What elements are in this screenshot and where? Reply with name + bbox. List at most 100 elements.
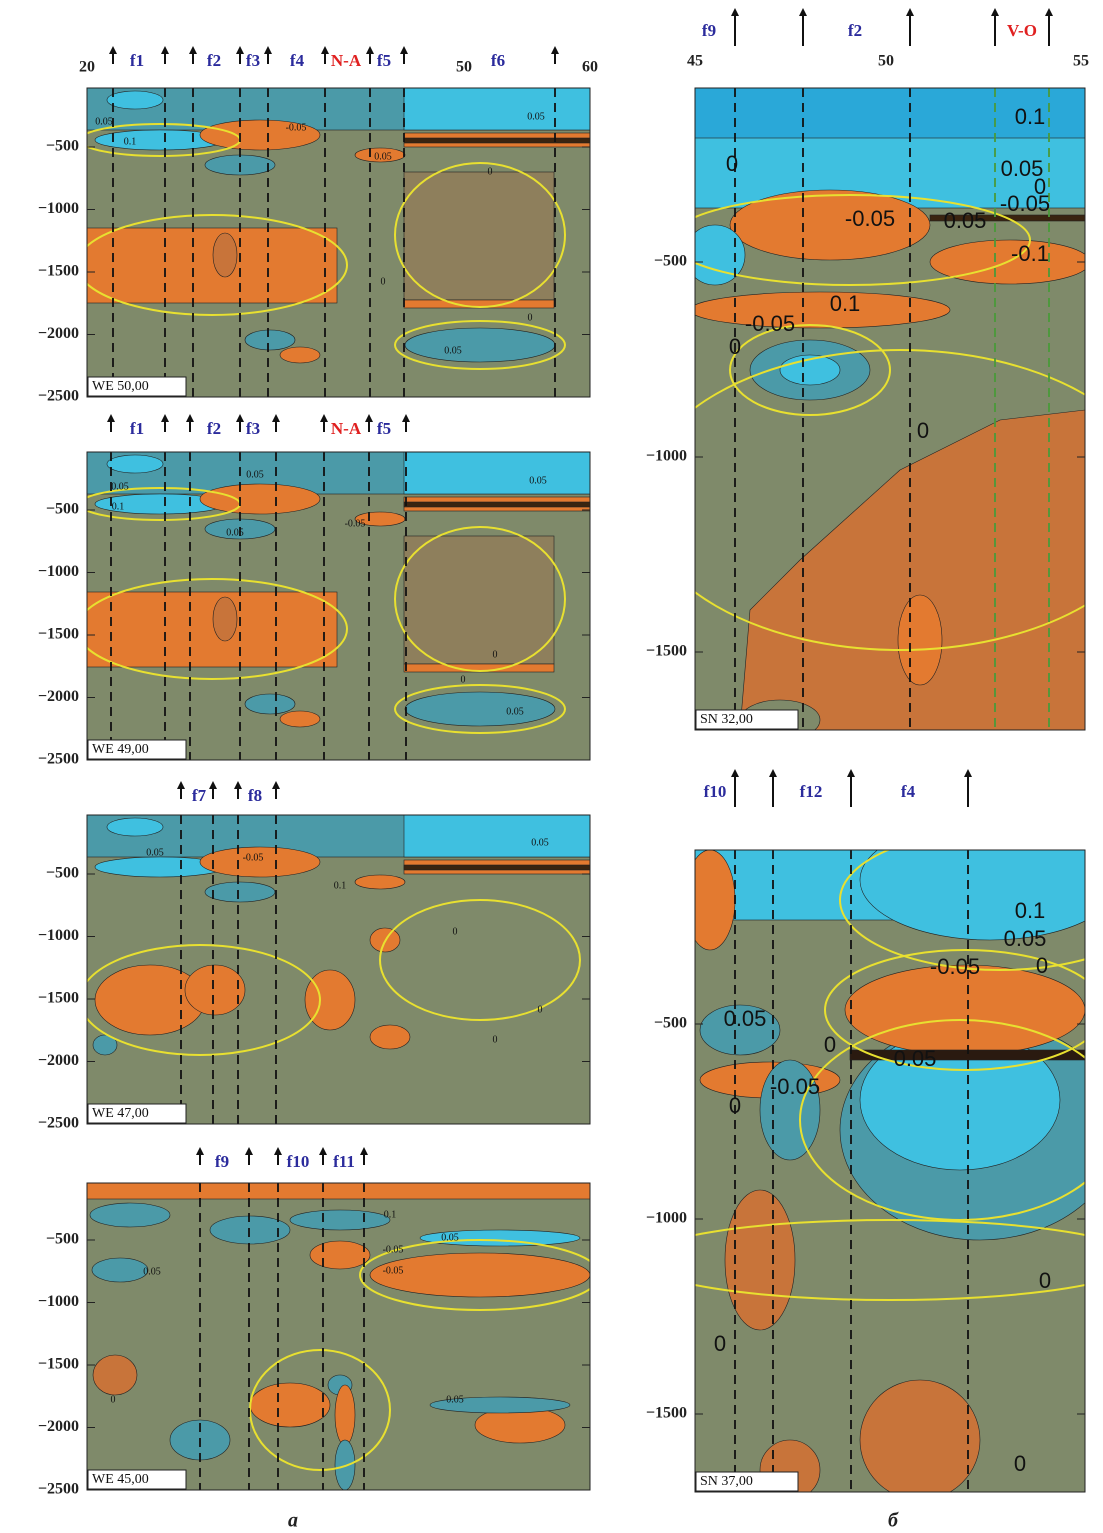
- arrow-head: [769, 769, 777, 777]
- region: [92, 1258, 148, 1282]
- contour-label: 0: [726, 151, 738, 176]
- region: [107, 91, 163, 109]
- caption: б: [888, 1510, 899, 1532]
- region: [405, 692, 555, 726]
- contour-label: 0.1: [112, 501, 125, 512]
- region: [280, 347, 320, 363]
- arrow-head: [196, 1147, 204, 1155]
- contour-label: 0.1: [830, 291, 861, 316]
- region: [685, 850, 735, 950]
- contour-label: -0.05: [383, 1265, 404, 1276]
- region: [404, 138, 590, 143]
- region: [405, 328, 555, 362]
- region: [205, 882, 275, 902]
- contour-field: [80, 815, 590, 1124]
- contour-label: -0.05: [243, 852, 264, 863]
- fault-label: f6: [491, 51, 505, 70]
- contour-label: 0: [729, 1093, 741, 1118]
- arrow-head: [107, 414, 115, 422]
- region: [690, 292, 950, 328]
- arrow-head: [991, 8, 999, 16]
- contour-label: 0.1: [124, 136, 137, 147]
- contour-label: -0.05: [745, 311, 795, 336]
- contour-label: -0.05: [930, 954, 980, 979]
- y-tick-label: −500: [46, 138, 79, 155]
- arrow-head: [161, 414, 169, 422]
- y-tick-label: −1000: [646, 1210, 687, 1227]
- region: [200, 484, 320, 514]
- x-tick-label: 50: [456, 59, 472, 76]
- y-tick-label: −2000: [38, 325, 79, 342]
- contour-label: 0.05: [246, 469, 264, 480]
- y-tick-label: −1500: [646, 1405, 687, 1422]
- region: [685, 225, 745, 285]
- contour-label: 0: [917, 418, 929, 443]
- region: [107, 818, 163, 836]
- contour-label: -0.05: [1000, 191, 1050, 216]
- y-tick-label: −1500: [38, 263, 79, 280]
- contour-label: 0.1: [384, 1209, 397, 1220]
- contour-label: 0: [714, 1331, 726, 1356]
- contour-label: 0: [528, 312, 533, 323]
- y-tick-label: −2500: [38, 388, 79, 405]
- contour-label: 0.05: [529, 475, 547, 486]
- y-tick-label: −500: [46, 1231, 79, 1248]
- arrow-head: [1045, 8, 1053, 16]
- y-tick-label: −1500: [38, 626, 79, 643]
- arrow-head: [551, 46, 559, 54]
- contour-label: 0.05: [143, 1266, 161, 1277]
- contour-label: 0: [111, 1394, 116, 1405]
- region: [305, 970, 355, 1030]
- arrow-head: [272, 781, 280, 789]
- arrow-head: [264, 46, 272, 54]
- contour-label: -0.1: [1011, 241, 1049, 266]
- region: [280, 711, 320, 727]
- fault-label: f10: [287, 1152, 310, 1171]
- arrow-head: [847, 769, 855, 777]
- arrow-head: [321, 46, 329, 54]
- fault-label: f1: [130, 51, 144, 70]
- fault-label: f1: [130, 419, 144, 438]
- caption: a: [288, 1510, 298, 1532]
- contour-label: 0.1: [1015, 104, 1046, 129]
- x-tick-label: 45: [687, 53, 703, 70]
- arrow-head: [319, 1147, 327, 1155]
- contour-label: 0: [488, 166, 493, 177]
- contour-label: 0: [538, 1004, 543, 1015]
- region: [87, 592, 337, 667]
- contour-label: 0.05: [374, 151, 392, 162]
- contour-label: 0: [381, 276, 386, 287]
- fault-label: f5: [377, 419, 391, 438]
- y-tick-label: −1000: [38, 927, 79, 944]
- fault-label: f3: [246, 51, 260, 70]
- section-label: SN 32,00: [700, 712, 753, 727]
- region: [87, 228, 337, 303]
- arrow-head: [400, 46, 408, 54]
- contour-label: 0.05: [146, 847, 164, 858]
- fault-label: N-A: [331, 51, 362, 70]
- arrow-head: [366, 46, 374, 54]
- y-tick-label: −2000: [38, 1052, 79, 1069]
- arrow-head: [245, 1147, 253, 1155]
- contour-label: 0.05: [531, 837, 549, 848]
- contour-label: 0: [824, 1032, 836, 1057]
- region: [93, 1355, 137, 1395]
- arrow-head: [161, 46, 169, 54]
- arrow-head: [177, 781, 185, 789]
- contour-label: 0: [1039, 1268, 1051, 1293]
- y-tick-label: −1500: [646, 643, 687, 660]
- arrow-head: [209, 781, 217, 789]
- y-tick-label: −1000: [646, 448, 687, 465]
- contour-label: 0.05: [111, 481, 129, 492]
- contour-label: 0: [1014, 1451, 1026, 1476]
- y-tick-label: −2000: [38, 688, 79, 705]
- contour-label: 0.05: [1004, 926, 1047, 951]
- region: [290, 1210, 390, 1230]
- region: [90, 1203, 170, 1227]
- contour-label: 0.05: [944, 208, 987, 233]
- contour-label: 0.05: [444, 345, 462, 356]
- y-tick-label: −2500: [38, 1115, 79, 1132]
- fault-label: V-O: [1007, 21, 1037, 40]
- region: [404, 502, 590, 507]
- contour-field: [77, 88, 590, 397]
